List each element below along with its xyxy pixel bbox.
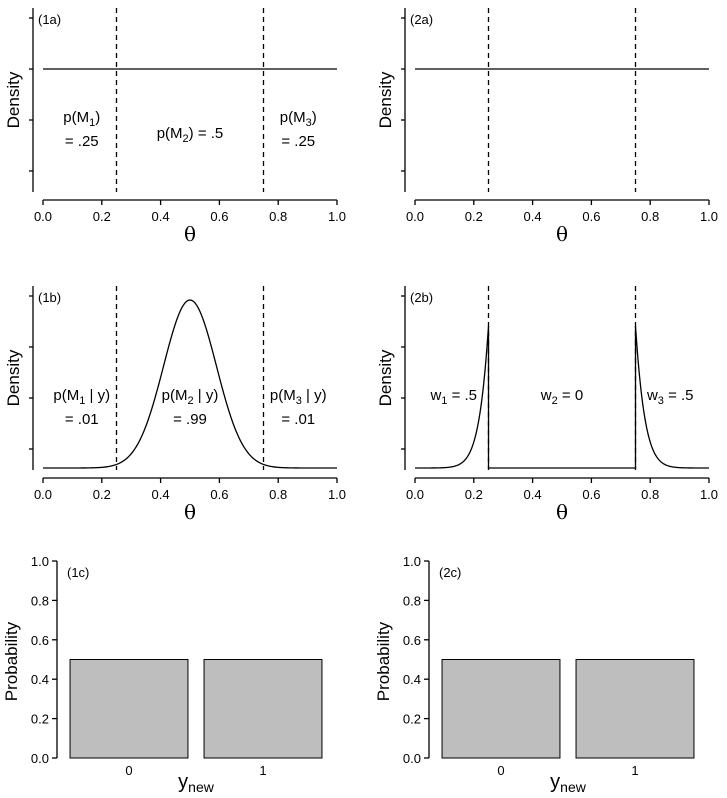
x-tick-label: 0.0 bbox=[406, 209, 424, 224]
x-tick-label: 0.8 bbox=[641, 209, 659, 224]
x-category-label: 0 bbox=[125, 763, 132, 778]
panel-label: (2b) bbox=[410, 290, 433, 305]
annotation-right-value: = .25 bbox=[281, 133, 315, 150]
y-tick-label: 1.0 bbox=[403, 554, 421, 569]
annotation-right: p(M3 | y) bbox=[270, 387, 327, 407]
x-axis-title: θ bbox=[184, 222, 196, 246]
bar-0 bbox=[69, 659, 189, 759]
panel-label: (2a) bbox=[410, 12, 433, 27]
x-axis-title: θ bbox=[556, 222, 568, 246]
y-tick-label: 0.4 bbox=[403, 672, 421, 687]
annotation-left: w1 = .5 bbox=[429, 387, 477, 407]
x-axis-title: θ bbox=[556, 500, 568, 524]
x-tick-label: 0.4 bbox=[524, 209, 542, 224]
x-category-label: 1 bbox=[259, 763, 266, 778]
panel-2b: 0.0 0.2 0.4 0.6 0.8 1.0 θ Density (2b) w1 = .5 w2 … bbox=[376, 286, 718, 524]
y-axis-title: Density bbox=[376, 349, 395, 406]
x-axis-title: θ bbox=[184, 500, 196, 524]
y-tick-label: 0.0 bbox=[403, 751, 421, 766]
y-tick-label: 0.8 bbox=[31, 593, 49, 608]
x-tick-label: 0.4 bbox=[152, 487, 170, 502]
x-category-label: 0 bbox=[497, 763, 504, 778]
panel-label: (2c) bbox=[439, 565, 461, 580]
y-tick-label: 0.6 bbox=[31, 633, 49, 648]
x-tick-label: 0.6 bbox=[582, 487, 600, 502]
annotation-left: p(M1 | y) bbox=[53, 387, 110, 407]
y-axis-title: Probability bbox=[2, 621, 21, 701]
y-axis-title: Density bbox=[4, 71, 23, 128]
x-tick-label: 0.6 bbox=[210, 487, 228, 502]
x-tick-label: 0.8 bbox=[269, 209, 287, 224]
annotation-middle: w2 = 0 bbox=[540, 387, 583, 407]
x-tick-label: 0.2 bbox=[465, 487, 483, 502]
annotation-left: p(M1) bbox=[63, 109, 100, 129]
annotation-right: w3 = .5 bbox=[646, 387, 694, 407]
y-axis-title: Density bbox=[376, 71, 395, 128]
x-tick-label: 0.2 bbox=[465, 209, 483, 224]
x-tick-label: 0.2 bbox=[93, 209, 111, 224]
y-axis-title: Density bbox=[4, 349, 23, 406]
x-tick-label: 0.0 bbox=[34, 487, 52, 502]
x-tick-label: 1.0 bbox=[328, 487, 346, 502]
x-axis-title: ynew bbox=[178, 771, 215, 795]
panel-2a: 0.0 0.2 0.4 0.6 0.8 1.0 θ Density (2a) bbox=[376, 8, 718, 246]
panel-label: (1a) bbox=[38, 12, 61, 27]
x-tick-label: 0.6 bbox=[582, 209, 600, 224]
x-tick-label: 1.0 bbox=[328, 209, 346, 224]
annotation-middle-value: = .99 bbox=[173, 411, 207, 428]
panel-label: (1c) bbox=[67, 565, 89, 580]
panel-2c: 0.0 0.2 0.4 0.6 0.8 1.0 Probability (2c) 0 1 ynew bbox=[374, 554, 695, 795]
y-tick-label: 0.6 bbox=[403, 633, 421, 648]
bar-1 bbox=[575, 659, 695, 759]
x-tick-label: 0.2 bbox=[93, 487, 111, 502]
y-tick-label: 0.0 bbox=[31, 751, 49, 766]
x-tick-label: 0.4 bbox=[152, 209, 170, 224]
annotation-middle: p(M2 | y) bbox=[162, 387, 219, 407]
panel-1b: 0.0 0.2 0.4 0.6 0.8 1.0 θ Density (1b) p(M1 | y) =… bbox=[4, 286, 346, 524]
x-tick-label: 0.8 bbox=[641, 487, 659, 502]
bar-1 bbox=[203, 659, 323, 759]
bar-0 bbox=[441, 659, 561, 759]
density-curve bbox=[415, 325, 709, 469]
x-tick-label: 1.0 bbox=[700, 209, 718, 224]
x-tick-label: 0.0 bbox=[406, 487, 424, 502]
x-category-label: 1 bbox=[631, 763, 638, 778]
panel-1a: 0.0 0.2 0.4 0.6 0.8 1.0 θ Density (1a) p(M1) = .25… bbox=[4, 8, 346, 246]
x-axis-title: ynew bbox=[550, 771, 587, 795]
x-tick-label: 0.8 bbox=[269, 487, 287, 502]
x-tick-label: 0.6 bbox=[210, 209, 228, 224]
x-tick-label: 0.4 bbox=[524, 487, 542, 502]
y-tick-label: 0.4 bbox=[31, 672, 49, 687]
x-tick-label: 0.0 bbox=[34, 209, 52, 224]
x-tick-label: 1.0 bbox=[700, 487, 718, 502]
annotation-right: p(M3) bbox=[280, 109, 317, 129]
annotation-left-value: = .01 bbox=[65, 411, 99, 428]
annotation-left-value: = .25 bbox=[65, 133, 99, 150]
y-axis-title: Probability bbox=[374, 621, 393, 701]
y-tick-label: 1.0 bbox=[31, 554, 49, 569]
annotation-middle: p(M2) = .5 bbox=[157, 125, 224, 145]
y-tick-label: 0.8 bbox=[403, 593, 421, 608]
y-tick-label: 0.2 bbox=[31, 712, 49, 727]
y-tick-label: 0.2 bbox=[403, 712, 421, 727]
annotation-right-value: = .01 bbox=[281, 411, 315, 428]
density-curve bbox=[43, 299, 337, 469]
panel-label: (1b) bbox=[38, 290, 61, 305]
panel-1c: 0.0 0.2 0.4 0.6 0.8 1.0 Probability (1c) 0 1 ynew bbox=[2, 554, 323, 795]
